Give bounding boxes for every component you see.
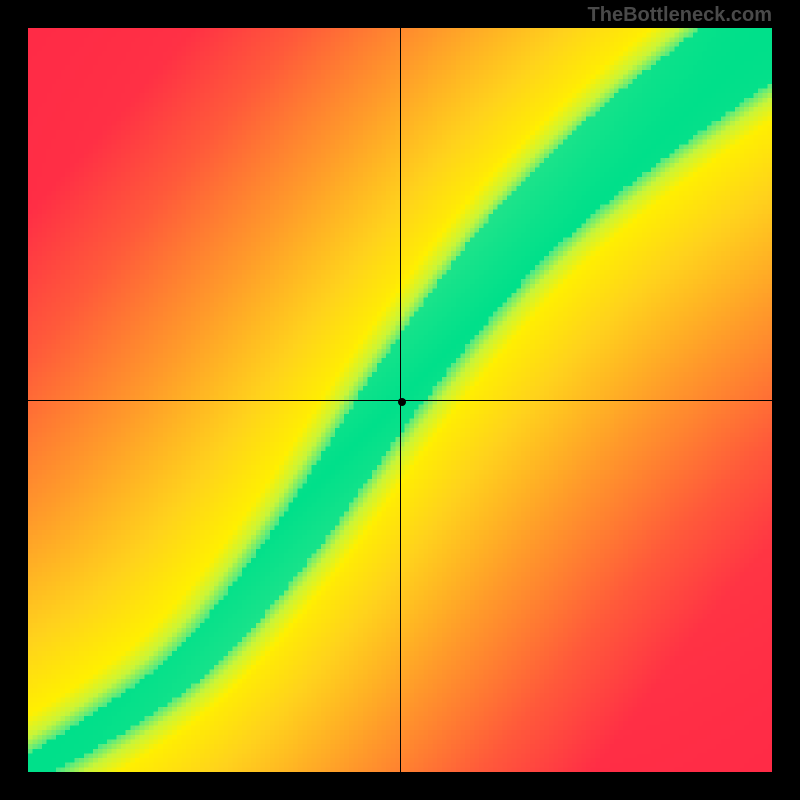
watermark-label: TheBottleneck.com (588, 4, 772, 27)
chart-container: TheBottleneck.com (0, 0, 800, 800)
